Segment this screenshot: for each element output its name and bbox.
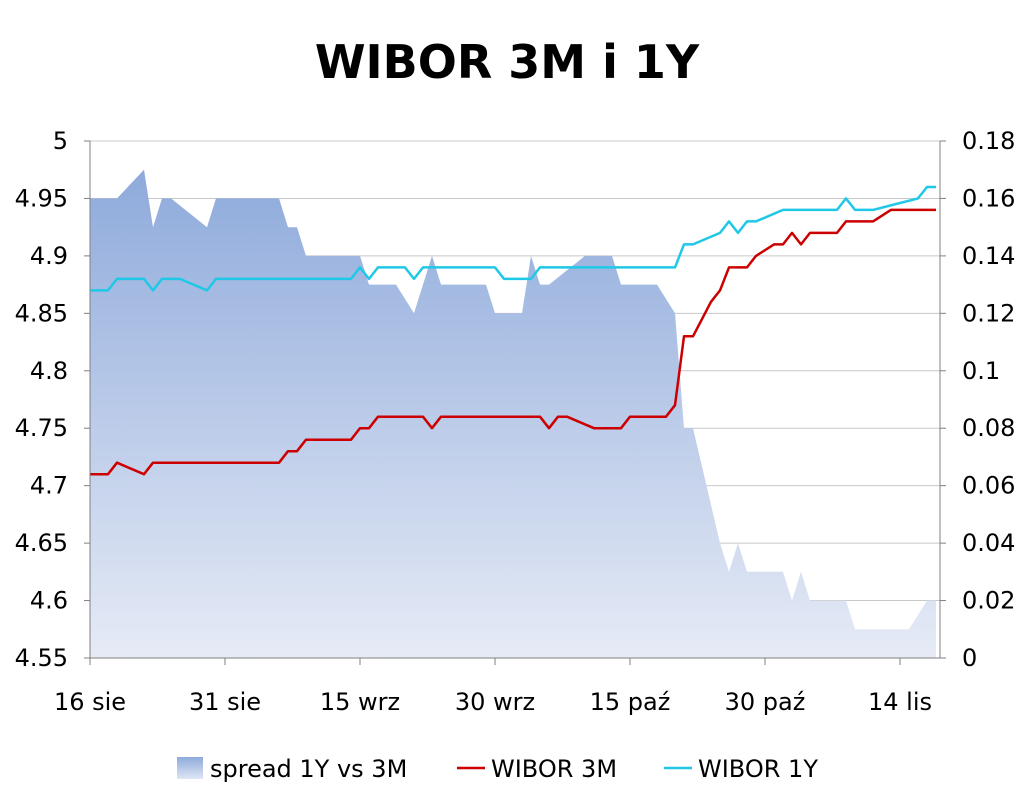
y-left-tick-label: 4.65	[15, 529, 68, 557]
y-left-tick-label: 4.85	[15, 299, 68, 327]
y-right-ticks: 0 0.02 0.04 0.06 0.08 0.1 0.12 0.14 0.16 0.18	[940, 127, 1015, 672]
y-right-tick-label: 0.12	[962, 299, 1015, 327]
y-left-tick-label: 4.6	[30, 587, 68, 615]
x-tick-label: 31 sie	[189, 688, 261, 716]
spread-area-layer	[90, 169, 936, 658]
x-tick-label: 15 wrz	[320, 688, 400, 716]
axes	[89, 141, 941, 659]
y-right-tick-label: 0.16	[962, 184, 1015, 212]
spread-area	[90, 169, 936, 658]
series-line-wibor-1y	[90, 185, 936, 292]
series-lines	[90, 185, 936, 476]
x-ticks: 16 sie 31 sie 15 wrz 30 wrz 15 paź 30 paź 14 l…	[54, 658, 932, 716]
y-right-tick-label: 0.02	[962, 587, 1015, 615]
legend-label-wibor-3m: WIBOR 3M	[491, 755, 617, 783]
y-right-tick-label: 0.08	[962, 414, 1015, 442]
legend-item-spread: spread 1Y vs 3M	[177, 755, 407, 783]
legend-item-wibor-3m: WIBOR 3M	[457, 755, 617, 783]
y-left-ticks: 4.55 4.6 4.65 4.7 4.75 4.8 4.85 4.9 4.95 5	[15, 127, 90, 672]
legend-label-spread: spread 1Y vs 3M	[210, 755, 407, 783]
y-left-tick-label: 5	[53, 127, 68, 155]
y-left-tick-label: 4.95	[15, 184, 68, 212]
x-tick-label: 30 wrz	[455, 688, 535, 716]
y-right-tick-label: 0.14	[962, 242, 1015, 270]
legend-label-wibor-1y: WIBOR 1Y	[698, 755, 818, 783]
x-tick-label: 30 paź	[725, 688, 806, 716]
x-tick-label: 15 paź	[590, 688, 671, 716]
y-right-tick-label: 0.04	[962, 529, 1015, 557]
y-left-tick-label: 4.75	[15, 414, 68, 442]
y-right-tick-label: 0.06	[962, 472, 1015, 500]
y-right-tick-label: 0.18	[962, 127, 1015, 155]
y-left-tick-label: 4.55	[15, 644, 68, 672]
legend: spread 1Y vs 3M WIBOR 3M WIBOR 1Y	[177, 755, 818, 783]
y-left-tick-label: 4.9	[30, 242, 68, 270]
legend-item-wibor-1y: WIBOR 1Y	[664, 755, 818, 783]
y-left-tick-label: 4.7	[30, 472, 68, 500]
chart-title: WIBOR 3M i 1Y	[315, 35, 700, 89]
legend-swatch-spread	[177, 757, 203, 779]
series-line-wibor-3m	[90, 208, 936, 476]
y-right-tick-label: 0	[962, 644, 977, 672]
x-tick-label: 16 sie	[54, 688, 126, 716]
x-tick-label: 14 lis	[868, 688, 932, 716]
y-right-tick-label: 0.1	[962, 357, 1000, 385]
y-left-tick-label: 4.8	[30, 357, 68, 385]
